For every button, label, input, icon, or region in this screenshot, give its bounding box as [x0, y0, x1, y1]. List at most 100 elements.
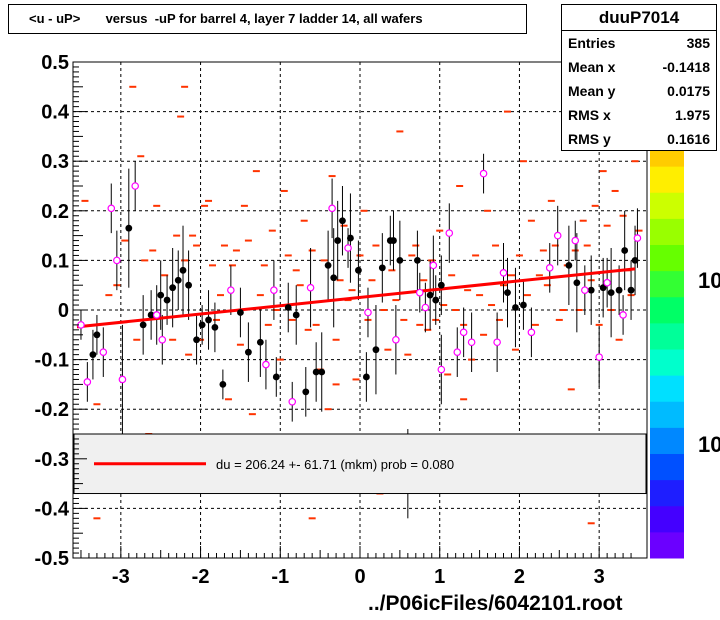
y-tick-label: 0.4: [41, 102, 70, 124]
filled-point: [520, 301, 527, 309]
filled-point: [272, 373, 280, 381]
y-tick-label: -0.1: [35, 350, 69, 372]
x-tick-label: -1: [271, 566, 289, 588]
open-point: [118, 375, 127, 384]
open-point: [437, 365, 446, 374]
open-point: [467, 338, 476, 347]
open-point: [113, 256, 121, 265]
x-tick-label: -2: [192, 566, 210, 588]
filled-point: [302, 388, 310, 396]
open-point: [429, 261, 438, 270]
filled-point: [237, 309, 244, 316]
y-tick-labels: -0.5 -0.4 -0.3 -0.2 -0.1 0 0.1 0.2 0.3 0.4 0.5: [35, 52, 70, 570]
filled-point: [324, 261, 332, 269]
axis-ticks: [73, 61, 632, 559]
stats-box: duuP7014 Entries 385 Mean x -0.1418 Mean…: [561, 4, 717, 151]
stats-value: -0.1418: [662, 59, 710, 75]
chart-title: <u - uP> versus -uP for barrel 4, layer …: [8, 4, 527, 34]
stats-value: 1.975: [674, 107, 710, 123]
open-point: [83, 378, 92, 386]
x-tick-label: 1: [434, 566, 445, 588]
open-point: [392, 335, 400, 344]
open-point: [364, 308, 372, 317]
filled-point: [125, 224, 133, 232]
y-tick-label: 0.1: [41, 250, 69, 272]
palette-cell: [650, 479, 684, 507]
palette-label-lower: 10: [698, 432, 720, 457]
y-tick-label: -0.4: [35, 498, 70, 520]
y-tick-label: -0.2: [35, 399, 69, 421]
filled-point: [372, 346, 380, 354]
filled-point: [89, 351, 97, 359]
palette-cell: [650, 453, 684, 481]
open-point: [415, 288, 424, 297]
palette-cell: [650, 349, 684, 376]
filled-point: [615, 286, 623, 294]
open-point: [603, 278, 611, 287]
open-point: [545, 264, 554, 272]
filled-point: [219, 381, 227, 388]
filled-point: [157, 291, 165, 299]
palette-cell: [650, 218, 684, 245]
filled-point: [185, 281, 192, 289]
stats-value: 0.1616: [667, 131, 710, 147]
palette-cell: [650, 270, 684, 298]
filled-point: [312, 368, 320, 376]
filled-point: [174, 276, 182, 284]
stats-row-mean-x: Mean x -0.1418: [562, 55, 716, 79]
y-tick-label: -0.5: [35, 548, 69, 570]
open-point: [479, 169, 488, 178]
filled-point: [437, 281, 445, 289]
filled-point: [627, 286, 635, 294]
open-point: [107, 204, 116, 213]
filled-point: [211, 323, 219, 331]
palette-cell: [650, 531, 684, 559]
palette-cell: [650, 244, 684, 272]
open-point: [493, 338, 501, 347]
stats-key: Mean y: [568, 83, 616, 99]
open-point: [527, 328, 536, 337]
fit-legend-box: du = 206.24 +- 61.71 (mkm) prob = 0.080: [73, 433, 647, 495]
filled-point: [631, 257, 639, 264]
open-point: [152, 311, 161, 319]
open-point: [421, 303, 430, 312]
filled-point: [179, 266, 187, 274]
open-point: [270, 286, 278, 294]
open-point: [158, 335, 167, 344]
open-point: [453, 348, 462, 356]
filled-point: [347, 234, 354, 242]
filled-point: [330, 274, 338, 282]
filled-point: [284, 304, 292, 311]
filled-point: [318, 368, 326, 376]
filled-point: [587, 286, 595, 294]
filled-point: [355, 266, 362, 274]
open-point: [633, 234, 642, 242]
open-point: [131, 182, 139, 190]
filled-point: [244, 348, 252, 356]
open-point: [459, 328, 468, 337]
stats-key: Mean x: [568, 59, 616, 75]
filled-point: [378, 264, 386, 272]
stats-value: 0.0175: [667, 83, 710, 99]
stats-row-entries: Entries 385: [562, 31, 716, 55]
filled-point: [432, 296, 440, 304]
y-tick-label: 0: [58, 300, 69, 322]
open-point: [571, 236, 580, 245]
open-point: [581, 286, 589, 294]
palette-cell: [650, 505, 684, 533]
color-palette: [650, 140, 684, 559]
filled-point: [339, 217, 346, 225]
palette-cell: [650, 166, 684, 193]
palette-cell: [650, 322, 684, 350]
filled-point: [292, 311, 300, 319]
open-point: [619, 311, 627, 319]
palette-cell: [650, 375, 684, 402]
y-tick-label: 0.3: [41, 151, 69, 173]
x-tick-label: 0: [354, 566, 365, 588]
filled-point: [390, 237, 397, 244]
palette-cell: [650, 427, 684, 454]
filled-point: [198, 321, 206, 329]
fit-line-group: [76, 267, 636, 329]
open-point: [499, 268, 508, 277]
filled-point: [334, 237, 342, 244]
